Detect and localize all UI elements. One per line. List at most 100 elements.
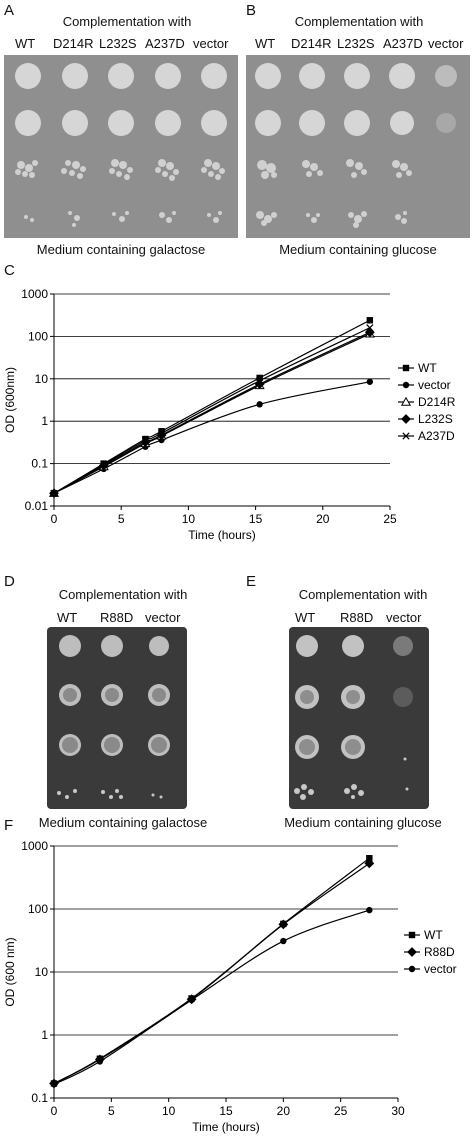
y-tick-label: 10 [35,965,49,979]
x-tick-label: 20 [316,512,330,526]
panel-letter-f: F [4,817,14,834]
x-tick-label: 5 [118,512,125,526]
x-tick-label: 15 [249,512,263,526]
panel-e-caption: Medium containing glucose [284,815,442,830]
panel-d-col-1: R88D [100,610,134,625]
panel-a-col-0: WT [15,36,36,51]
point-a237d [50,489,58,497]
y-tick-label: 1 [41,414,48,428]
panel-letter-d: D [4,573,15,590]
panel-letter-c: C [4,262,15,279]
series-line-vector [53,381,370,494]
legend-label-vector: vector [424,962,457,976]
legend-marker-wt [408,931,416,939]
legend-marker-r88d [407,947,417,957]
panel-a-colonies [15,63,227,227]
panel-b-title: Complementation with [294,14,424,29]
chart-f: 0.1 1 10 100 1000 0 5 10 15 20 25 30 Time (hours) OD … [3,839,457,1134]
panel-d-title: Complementation with [58,587,188,602]
y-tick-label: 1 [41,1028,48,1042]
x-tick-label: 25 [383,512,397,526]
legend-label-wt: WT [418,361,437,375]
point-a237d [256,377,264,385]
panel-d-colonies [57,635,170,799]
point-vector [96,1058,104,1065]
y-tick-label: 1000 [21,287,48,301]
point-r88d [364,858,375,869]
panel-b-colonies [255,63,457,228]
x-tick-label: 10 [182,512,196,526]
x-tick-label: 10 [162,1104,176,1118]
panel-a-caption: Medium containing galactose [36,242,206,257]
point-a237d [366,324,374,332]
point-r88d [278,919,289,930]
point-a237d [100,460,108,469]
point-vector [366,378,374,385]
legend-label-wt: WT [424,928,443,942]
x-tick-label: 30 [391,1104,405,1118]
panel-letter-e: E [246,573,257,590]
panel-b-plate-image [246,55,470,238]
panel-letter-b: B [246,2,257,19]
y-axis-label: OD (600 nm) [3,937,17,1006]
legend-marker-wt [402,364,410,372]
y-tick-label: 10 [35,372,49,386]
legend-marker-vector [408,965,416,973]
series-line-wt [53,857,370,1085]
x-tick-label: 5 [108,1104,115,1118]
legend-marker-d214r [400,396,412,406]
legend-label-r88d: R88D [424,945,455,959]
panel-d-col-0: WT [57,610,78,625]
panel-b-col-1: D214R [291,36,332,51]
panel-e-col-2: vector [386,610,422,625]
x-tick-label: 0 [51,512,58,526]
panel-b-col-2: L232S [337,36,375,51]
point-vector [188,996,195,1004]
legend-label-a237d: A237D [418,429,455,443]
panel-e-col-0: WT [295,610,316,625]
legend-label-l232s: L232S [418,412,453,426]
point-vector [280,937,287,945]
panel-e-plate-image [289,627,429,809]
panel-a-col-1: D214R [53,36,94,51]
y-tick-label: 0.1 [31,1091,48,1105]
legend-marker-a237d [402,432,410,440]
point-l232s [140,437,151,448]
panel-b-col-4: vector [428,36,464,51]
x-tick-label: 15 [219,1104,233,1118]
point-vector [256,401,263,408]
y-tick-label: 1000 [21,839,48,853]
x-tick-label: 25 [334,1104,348,1118]
panel-b-caption: Medium containing glucose [279,242,437,257]
y-tick-label: 0.1 [31,457,48,471]
panel-b-col-3: A237D [383,36,423,51]
chart-c: 0.01 0.1 1 10 100 1000 0 5 10 15 20 25 Time (hours) O… [3,287,456,542]
legend-marker-l232s [401,414,411,424]
series-line-r88d [53,862,370,1085]
point-wt [366,855,373,862]
panel-e-col-1: R88D [340,610,374,625]
panel-a-col-4: vector [193,36,229,51]
panel-e-colonies [294,635,413,800]
panel-e-title: Complementation with [298,587,428,602]
x-axis-label: Time (hours) [188,528,256,542]
y-tick-label: 0.01 [25,499,49,513]
x-tick-label: 20 [277,1104,291,1118]
panel-d-col-2: vector [145,610,181,625]
legend-marker-vector [402,381,410,389]
y-axis-label: OD (600nm) [3,367,17,433]
panel-a-plate-image [4,55,238,238]
point-vector [50,1081,58,1088]
panel-d-plate-image [47,627,187,809]
x-axis-label: Time (hours) [192,1120,260,1134]
x-tick-label: 0 [51,1104,58,1118]
point-vector [366,906,373,914]
point-a237d [157,429,166,437]
panel-a-col-3: A237D [145,36,185,51]
legend-label-vector: vector [418,378,451,392]
point-a237d [141,436,150,445]
y-tick-label: 100 [28,329,48,343]
panel-a-title: Complementation with [62,14,192,29]
panel-d-caption: Medium containing galactose [38,815,208,830]
panel-b-col-0: WT [255,36,276,51]
